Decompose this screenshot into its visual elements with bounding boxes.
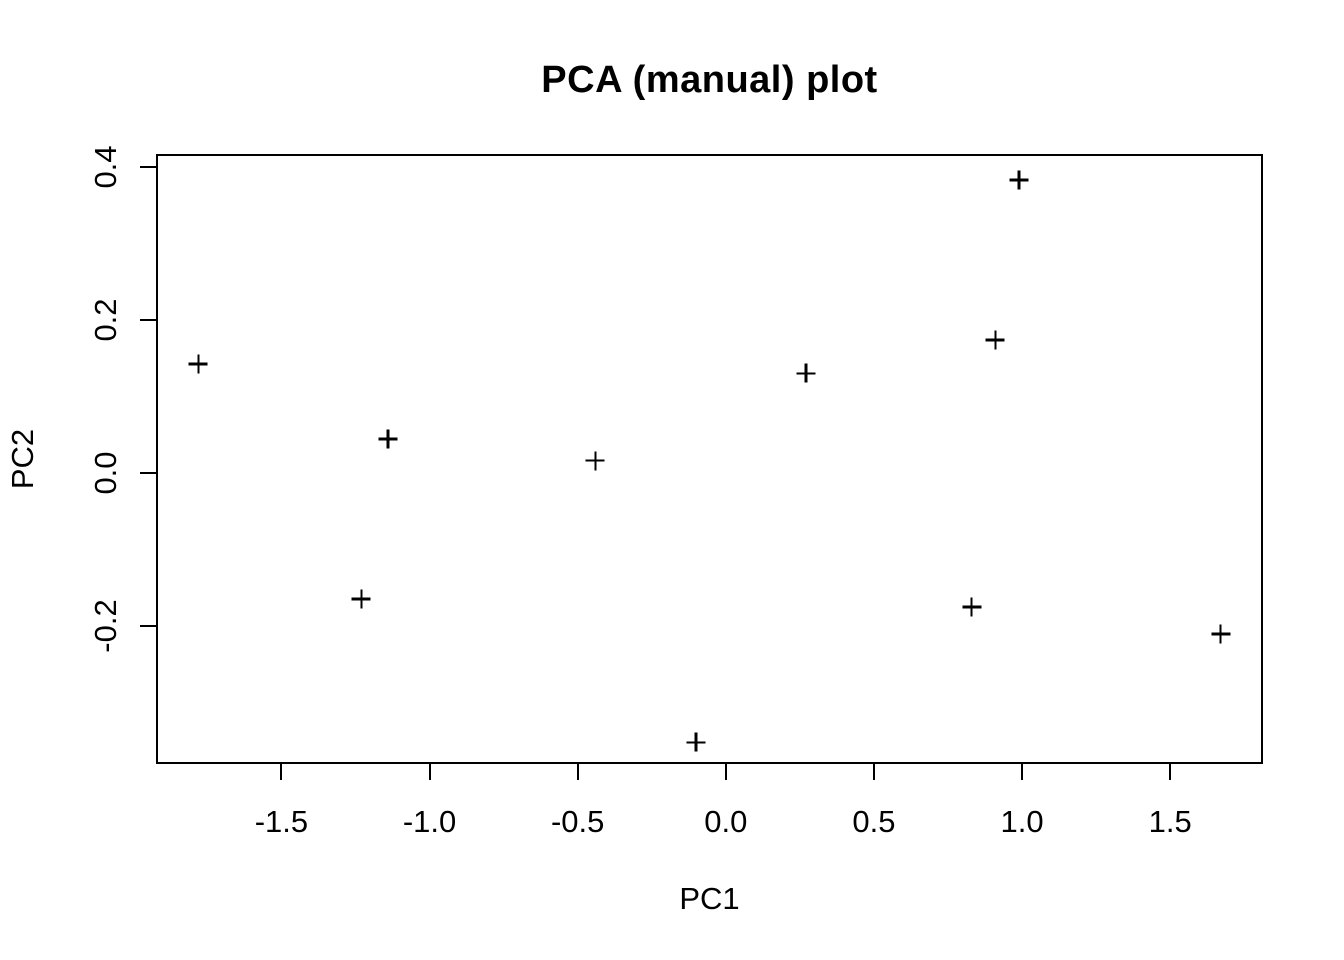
x-axis-tick [280, 764, 283, 780]
x-axis-tick [1021, 764, 1024, 780]
x-axis-tick [576, 764, 579, 780]
data-point-marker [378, 429, 398, 449]
y-axis-tick-label: 0.2 [88, 298, 123, 342]
y-axis-tick [140, 471, 156, 474]
data-point-marker [686, 732, 706, 752]
x-axis-tick [872, 764, 875, 780]
x-axis-tick [428, 764, 431, 780]
y-axis-tick [140, 318, 156, 321]
x-axis-tick [1169, 764, 1172, 780]
x-axis-tick-label: 0.5 [852, 804, 896, 839]
data-point-marker [585, 451, 605, 471]
data-point-marker [188, 354, 208, 374]
x-axis-tick-label: 1.0 [1000, 804, 1044, 839]
chart-title: PCA (manual) plot [541, 59, 878, 101]
x-axis-tick-label: 0.0 [704, 804, 748, 839]
data-point-marker [962, 597, 982, 617]
x-axis-tick [724, 764, 727, 780]
x-axis-tick-label: -1.5 [254, 804, 309, 839]
x-axis-label: PC1 [679, 881, 740, 916]
y-axis-tick-label: 0.0 [88, 451, 123, 495]
x-axis-tick-label: 1.5 [1148, 804, 1192, 839]
data-point-marker [985, 330, 1005, 350]
y-axis-tick-label: 0.4 [88, 145, 123, 189]
data-point-marker [1211, 624, 1231, 644]
y-axis-tick [140, 624, 156, 627]
data-point-marker [351, 589, 371, 609]
y-axis-label: PC2 [5, 428, 40, 490]
x-axis-tick-label: -0.5 [550, 804, 605, 839]
data-point-marker [1009, 170, 1029, 190]
x-axis-tick-label: -1.0 [402, 804, 457, 839]
data-point-marker [796, 363, 816, 383]
plot-area [156, 154, 1263, 764]
y-axis-tick [140, 166, 156, 169]
y-axis-tick-label: -0.2 [88, 598, 123, 653]
